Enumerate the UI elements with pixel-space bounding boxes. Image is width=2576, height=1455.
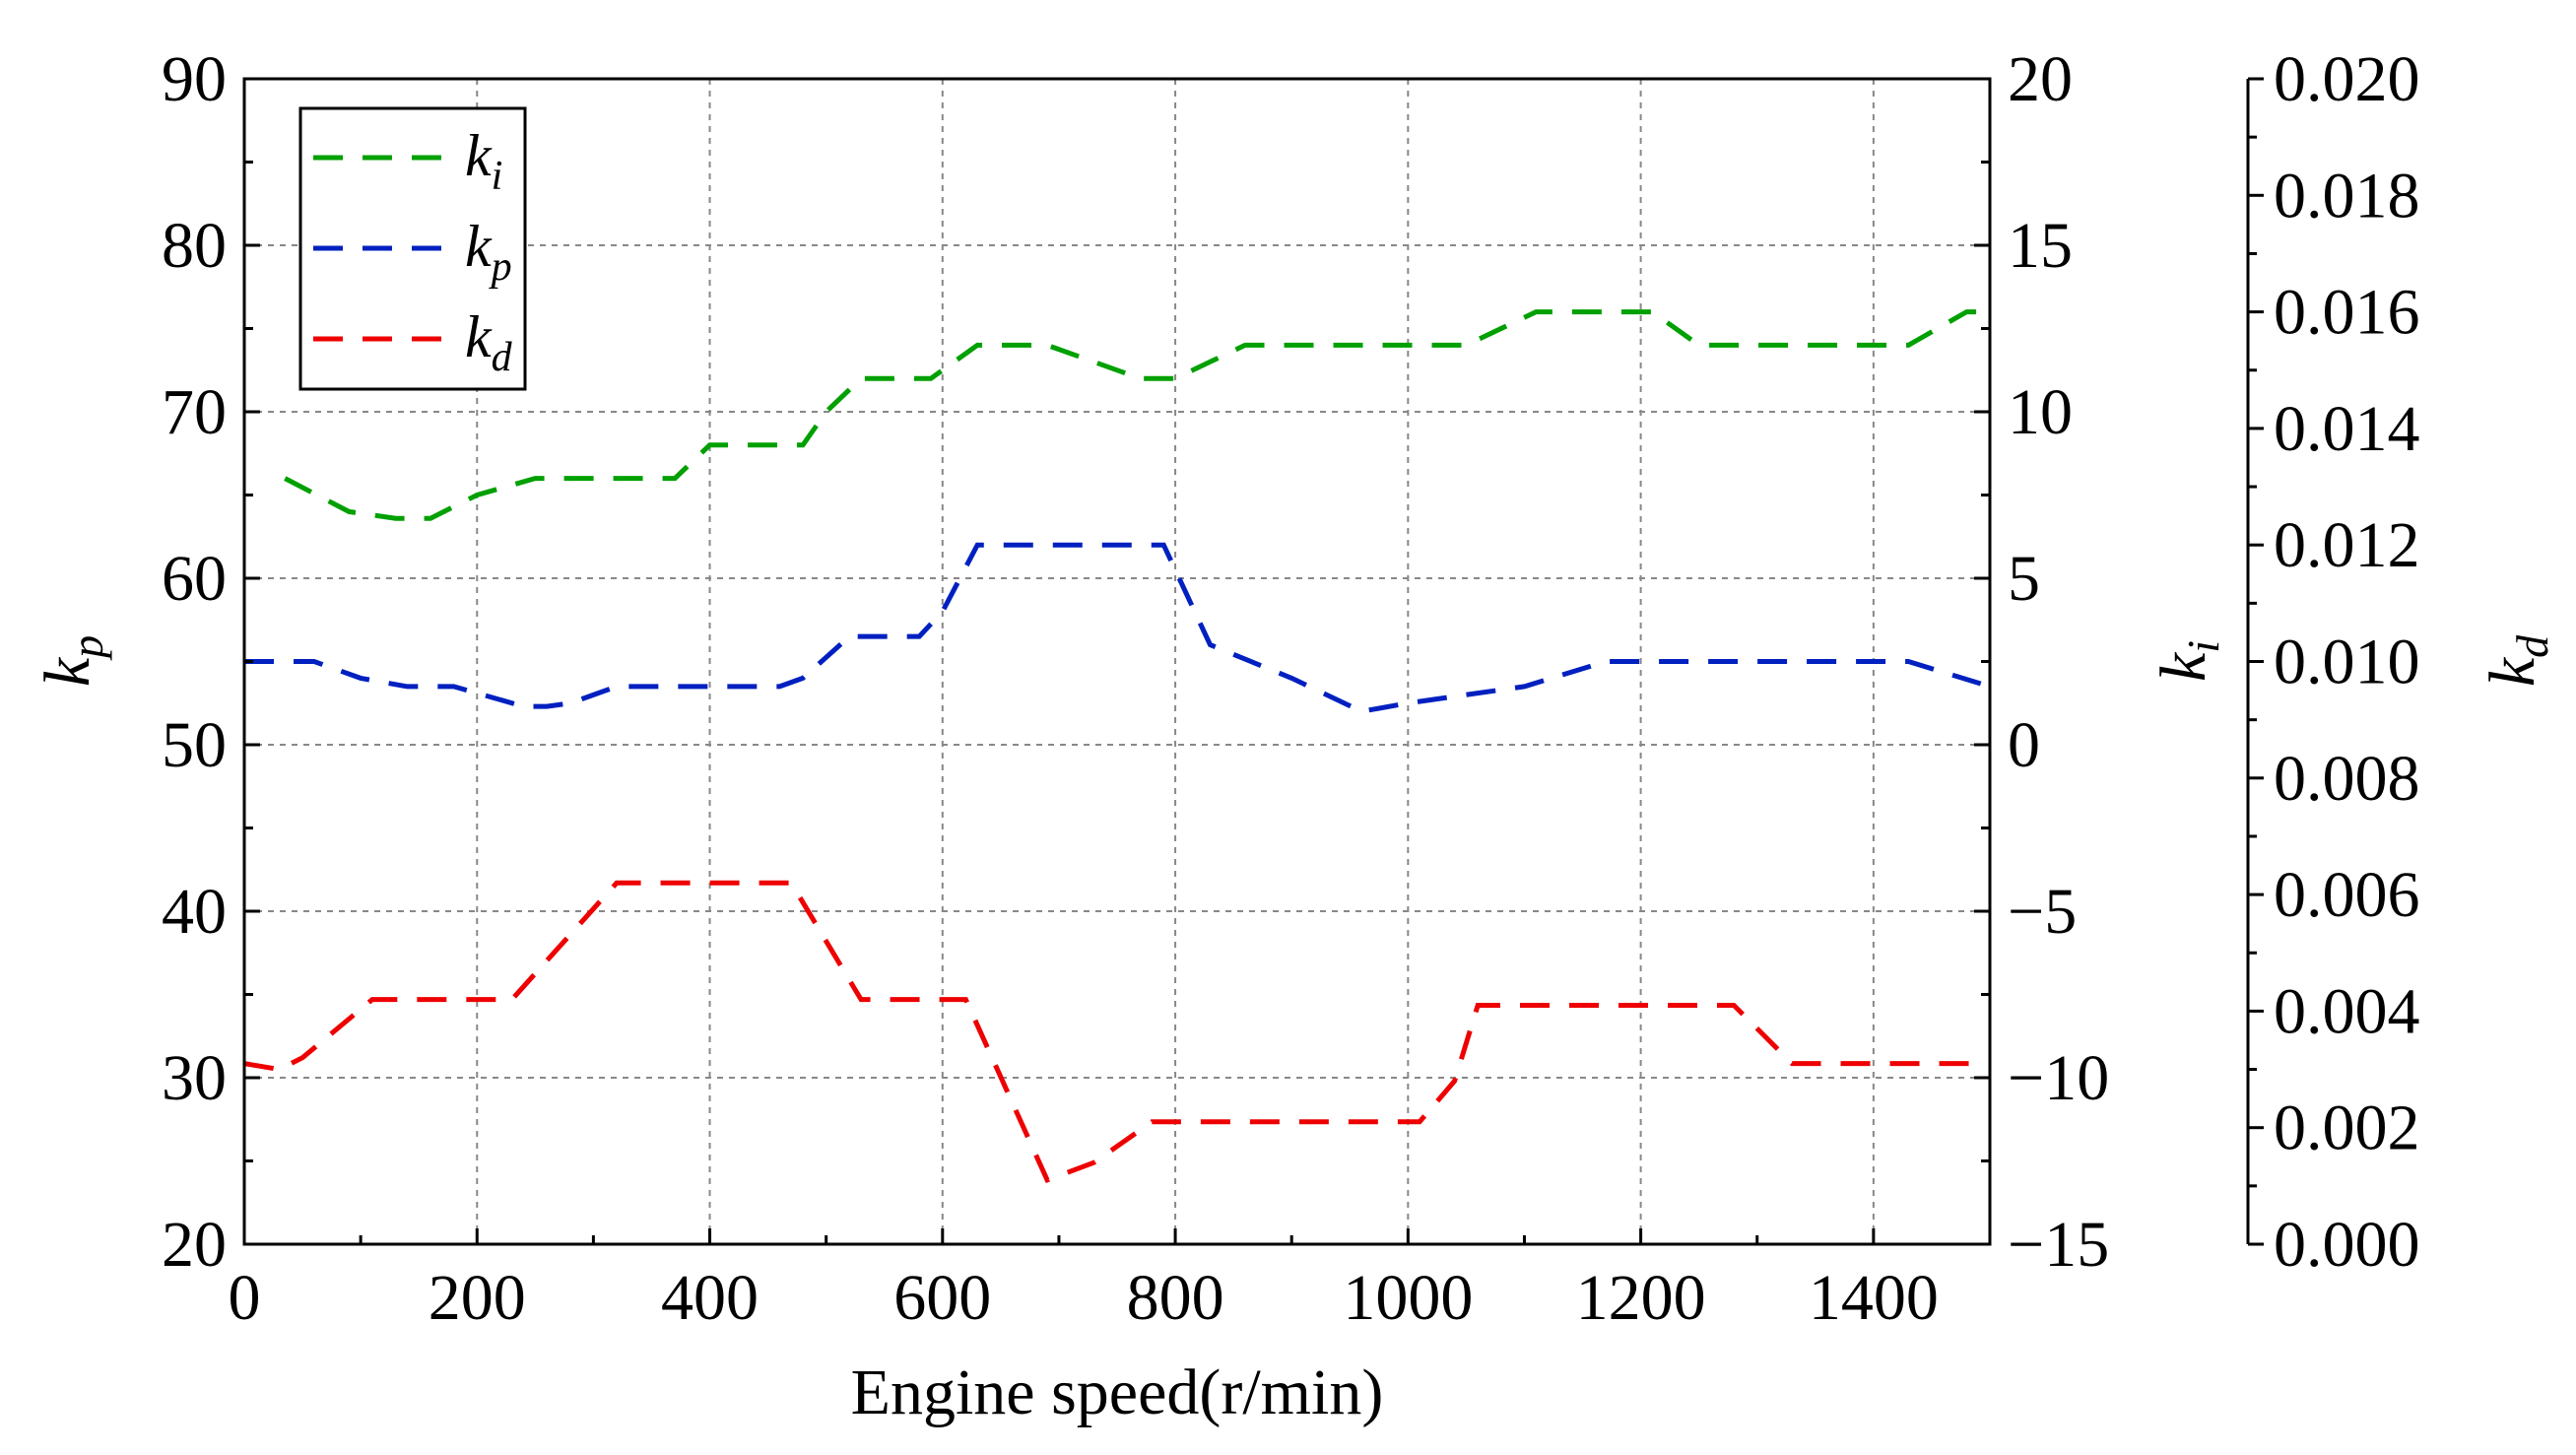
x-tick-label: 1400 [1809, 1262, 1939, 1334]
kd-tick-label: 0.010 [2274, 627, 2420, 698]
legend-item-ki: ki [313, 123, 502, 199]
ki-tick-label: −10 [2008, 1042, 2109, 1114]
ki-tick-label: 15 [2008, 210, 2073, 282]
kd-tick-label: 0.004 [2274, 975, 2420, 1047]
ki-tick-label: 20 [2008, 43, 2073, 115]
kp-tick-label: 20 [162, 1209, 227, 1281]
kd-tick-label: 0.006 [2274, 859, 2420, 931]
ki-tick-label: −5 [2008, 876, 2077, 948]
legend-label-kd: kd [465, 304, 513, 380]
legend-label-kp: kp [465, 214, 512, 290]
kp-tick-label: 60 [162, 543, 227, 615]
legend-item-kd: kd [313, 304, 513, 380]
kp-tick-label: 30 [162, 1042, 227, 1114]
x-tick-label: 400 [661, 1262, 759, 1334]
kd-tick-label: 0.002 [2274, 1092, 2420, 1164]
kd-tick-label: 0.016 [2274, 277, 2420, 349]
kp-tick-label: 40 [162, 876, 227, 948]
kp-tick-label: 90 [162, 43, 227, 115]
kp-tick-label: 50 [162, 709, 227, 781]
x-tick-label: 0 [229, 1262, 261, 1334]
ki-axis-title: ki [2147, 640, 2228, 682]
kp-tick-label: 80 [162, 210, 227, 282]
legend-label-ki: ki [465, 123, 502, 199]
kd-tick-label: 0.014 [2274, 393, 2420, 465]
ki-tick-label: −15 [2008, 1209, 2109, 1281]
x-tick-label: 800 [1127, 1262, 1224, 1334]
series-line-kd [243, 880, 1990, 1184]
grid-layer [244, 79, 1990, 1244]
kd-axis-title: kd [2477, 634, 2557, 687]
series-line-kp [244, 542, 1991, 714]
x-axis-title: Engine speed(r/min) [851, 1356, 1384, 1428]
x-tick-label: 200 [429, 1262, 526, 1334]
kd-tick-label: 0.000 [2274, 1209, 2420, 1281]
ki-tick-label: 10 [2008, 376, 2073, 448]
kp-tick-label: 70 [162, 376, 227, 448]
kd-tick-label: 0.008 [2274, 743, 2420, 815]
ki-tick-label: 0 [2008, 709, 2040, 781]
kd-tick-label: 0.012 [2274, 509, 2420, 581]
ticks-layer: 0 200 400 600 800 1000 1200 1400203040506070809… [162, 43, 2420, 1334]
x-tick-label: 600 [893, 1262, 991, 1334]
series-layer [243, 309, 1991, 1184]
x-tick-label: 1200 [1576, 1262, 1706, 1334]
series-line-ki [284, 309, 1990, 521]
legend: ki kp kd [298, 106, 527, 391]
kd-tick-label: 0.020 [2274, 43, 2420, 115]
ki-tick-label: 5 [2008, 543, 2040, 615]
x-tick-label: 1000 [1343, 1262, 1473, 1334]
kp-axis-title: kp [32, 635, 112, 687]
kd-tick-label: 0.018 [2274, 160, 2420, 231]
legend-item-kp: kp [313, 214, 512, 290]
